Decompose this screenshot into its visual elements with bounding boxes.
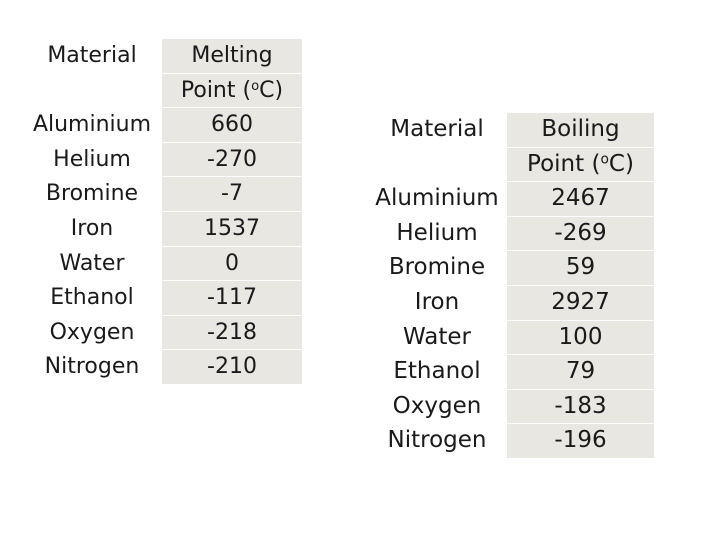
material-cell: Ethanol [367, 354, 507, 390]
melting-point-table: Material Melting Point (oC) Aluminium 66… [22, 38, 302, 384]
table-row: Oxygen -218 [22, 314, 302, 350]
table-row: Iron 2927 [367, 284, 654, 321]
table-header-row: Point (oC) [367, 146, 654, 182]
table-header-row: Material Melting [22, 38, 302, 74]
boiling-point-cell: -196 [507, 423, 654, 458]
material-cell: Aluminium [367, 181, 507, 217]
material-cell: Oxygen [367, 389, 507, 424]
material-cell: Water [22, 246, 162, 281]
melting-point-header-line1: Melting [162, 38, 302, 74]
table-header-row: Point (oC) [22, 72, 302, 108]
material-cell: Helium [22, 142, 162, 177]
boiling-point-cell: 2927 [507, 284, 654, 321]
melting-point-cell: -210 [162, 349, 302, 384]
melting-point-cell: -117 [162, 280, 302, 316]
boiling-point-cell: 59 [507, 250, 654, 286]
table-row: Aluminium 2467 [367, 181, 654, 217]
table-row: Helium -269 [367, 215, 654, 251]
material-header: Material [22, 38, 162, 74]
table-row: Nitrogen -196 [367, 423, 654, 458]
table-row: Aluminium 660 [22, 107, 302, 143]
boiling-point-header-line1: Boiling [507, 112, 654, 148]
header-spacer [367, 147, 507, 182]
table-header-row: Material Boiling [367, 112, 654, 148]
material-cell: Nitrogen [367, 423, 507, 458]
table-row: Helium -270 [22, 141, 302, 177]
material-header: Material [367, 112, 507, 148]
boiling-point-header-line2: Point (oC) [507, 146, 654, 182]
melting-point-cell: -7 [162, 176, 302, 212]
table-row: Ethanol 79 [367, 354, 654, 390]
melting-point-cell: 0 [162, 245, 302, 281]
material-cell: Iron [22, 211, 162, 247]
melting-point-header-line2: Point (oC) [162, 72, 302, 108]
boiling-point-cell: 2467 [507, 181, 654, 217]
header-spacer [22, 73, 162, 108]
material-cell: Oxygen [22, 315, 162, 350]
table-row: Iron 1537 [22, 210, 302, 247]
degree-mark: o [600, 151, 609, 168]
material-cell: Bromine [22, 176, 162, 212]
degree-mark: o [251, 78, 260, 94]
material-cell: Nitrogen [22, 349, 162, 384]
table-row: Bromine -7 [22, 176, 302, 212]
melting-point-cell: -270 [162, 141, 302, 177]
table-row: Nitrogen -210 [22, 349, 302, 384]
boiling-point-cell: -183 [507, 388, 654, 424]
table-row: Bromine 59 [367, 250, 654, 286]
table-row: Water 0 [22, 245, 302, 281]
table-row: Oxygen -183 [367, 388, 654, 424]
table-row: Ethanol -117 [22, 280, 302, 316]
material-cell: Bromine [367, 250, 507, 286]
material-cell: Water [367, 320, 507, 355]
material-cell: Helium [367, 216, 507, 251]
material-cell: Aluminium [22, 107, 162, 143]
material-cell: Ethanol [22, 280, 162, 316]
melting-point-cell: 660 [162, 107, 302, 143]
boiling-point-cell: 79 [507, 354, 654, 390]
boiling-point-cell: -269 [507, 215, 654, 251]
boiling-point-table: Material Boiling Point (oC) Aluminium 24… [367, 112, 654, 458]
boiling-point-cell: 100 [507, 319, 654, 355]
melting-point-cell: -218 [162, 314, 302, 350]
table-row: Water 100 [367, 319, 654, 355]
material-cell: Iron [367, 285, 507, 321]
melting-point-cell: 1537 [162, 210, 302, 247]
